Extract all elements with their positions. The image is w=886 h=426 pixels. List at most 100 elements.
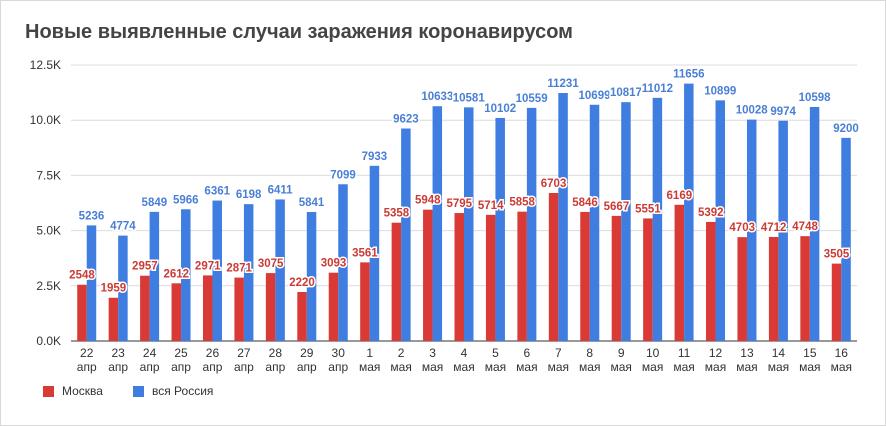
data-label-russia: 9200	[833, 123, 859, 135]
bar-moscow	[140, 275, 150, 341]
x-tick-day: 15	[803, 346, 817, 360]
bar-russia	[338, 184, 348, 341]
data-label-russia: 7099	[330, 169, 356, 181]
data-label-moscow: 5795	[446, 198, 472, 210]
y-tick-label: 10.0K	[30, 113, 61, 127]
x-tick-month: мая	[799, 360, 820, 374]
x-tick-day: 10	[646, 346, 660, 360]
data-label-moscow: 5714	[478, 200, 504, 212]
bar-moscow	[391, 222, 402, 341]
bar-russia	[746, 119, 757, 341]
data-label-moscow: 1959	[101, 283, 127, 295]
legend-label-moscow: Москва	[62, 384, 103, 398]
bar-moscow	[517, 211, 527, 341]
bar-russia	[212, 200, 222, 341]
data-label-russia: 10633	[421, 91, 453, 103]
bar-russia	[526, 107, 537, 342]
data-label-moscow: 5358	[384, 208, 410, 220]
x-tick-month: апр	[328, 360, 348, 374]
bar-russia	[464, 107, 474, 341]
data-label-russia: 5849	[142, 197, 168, 209]
data-label-russia: 5841	[299, 197, 325, 209]
bar-russia	[778, 120, 788, 341]
x-tick-day: 23	[111, 346, 125, 360]
x-tick-day: 1	[366, 346, 373, 360]
data-label-russia: 6198	[236, 189, 262, 201]
bar-moscow	[485, 214, 496, 341]
x-tick-month: апр	[77, 360, 97, 374]
x-tick-day: 5	[492, 346, 499, 360]
data-label-russia: 5966	[173, 194, 199, 206]
data-label-moscow: 5846	[572, 197, 598, 209]
bar-russia	[652, 97, 663, 341]
data-label-moscow: 3561	[352, 247, 378, 259]
x-tick-day: 8	[586, 346, 593, 360]
y-tick-label: 5.0K	[36, 224, 61, 238]
data-label-moscow: 4712	[761, 222, 787, 234]
x-tick-day: 28	[269, 346, 283, 360]
x-tick-day: 22	[80, 346, 94, 360]
x-tick-month: мая	[642, 360, 663, 374]
x-tick-month: мая	[579, 360, 600, 374]
data-label-moscow: 3093	[321, 258, 347, 270]
data-label-russia: 11012	[642, 83, 673, 95]
bar-moscow	[768, 236, 779, 341]
data-label-russia: 4774	[110, 221, 136, 233]
bar-russia	[149, 211, 160, 341]
x-tick-day: 3	[429, 346, 436, 360]
bar-moscow	[360, 262, 370, 341]
bar-russia	[809, 106, 820, 342]
data-label-moscow: 3075	[258, 258, 284, 270]
bar-russia	[181, 209, 191, 341]
bar-russia	[495, 117, 505, 341]
data-label-moscow: 2971	[195, 260, 221, 272]
bar-moscow	[454, 213, 464, 341]
data-label-russia: 10028	[736, 105, 769, 117]
x-tick-month: апр	[234, 360, 254, 374]
x-tick-month: мая	[390, 360, 411, 374]
bar-moscow	[328, 272, 339, 341]
legend: Москва вся Россия	[43, 384, 213, 398]
bar-russia	[275, 199, 285, 341]
legend-swatch-moscow	[43, 385, 54, 397]
y-tick-label: 2.5K	[36, 279, 61, 293]
data-label-moscow: 2612	[163, 268, 189, 280]
x-tick-month: мая	[485, 360, 506, 374]
x-tick-day: 30	[332, 346, 346, 360]
data-label-moscow: 4703	[729, 222, 755, 234]
bar-russia	[369, 165, 380, 341]
data-label-russia: 9623	[393, 114, 419, 126]
bar-russia	[401, 128, 411, 341]
x-tick-month: мая	[516, 360, 537, 374]
x-tick-month: апр	[140, 360, 160, 374]
data-label-moscow: 3505	[824, 249, 850, 261]
data-label-russia: 10817	[610, 87, 642, 99]
x-tick-month: мая	[610, 360, 631, 374]
chart-title: Новые выявленные случаи заражения корона…	[25, 21, 573, 43]
bar-moscow	[706, 221, 716, 341]
x-tick-month: апр	[108, 360, 128, 374]
bar-moscow	[643, 218, 653, 341]
data-label-russia: 6411	[268, 184, 294, 196]
data-label-russia: 5236	[79, 210, 105, 222]
bar-russia	[558, 93, 568, 341]
data-label-moscow: 2548	[69, 270, 95, 282]
x-tick-day: 6	[524, 346, 531, 360]
data-label-moscow: 5948	[415, 195, 441, 207]
x-tick-month: апр	[265, 360, 285, 374]
bar-moscow	[297, 291, 307, 341]
data-label-russia: 11231	[547, 78, 579, 90]
bar-moscow	[108, 297, 119, 341]
data-label-moscow: 6703	[541, 178, 567, 190]
x-tick-month: мая	[736, 360, 757, 374]
legend-label-russia: вся Россия	[151, 384, 214, 398]
x-tick-month: мая	[831, 360, 852, 374]
bars	[77, 83, 851, 342]
x-tick-day: 25	[174, 346, 188, 360]
bar-moscow	[674, 204, 685, 341]
data-label-moscow: 4748	[792, 221, 818, 233]
x-tick-day: 27	[237, 346, 251, 360]
data-label-moscow: 5858	[509, 197, 535, 209]
bar-moscow	[548, 192, 559, 341]
axis-labels: 0.0K2.5K5.0K7.5K10.0K12.5K22апр23апр24ап…	[30, 58, 852, 374]
